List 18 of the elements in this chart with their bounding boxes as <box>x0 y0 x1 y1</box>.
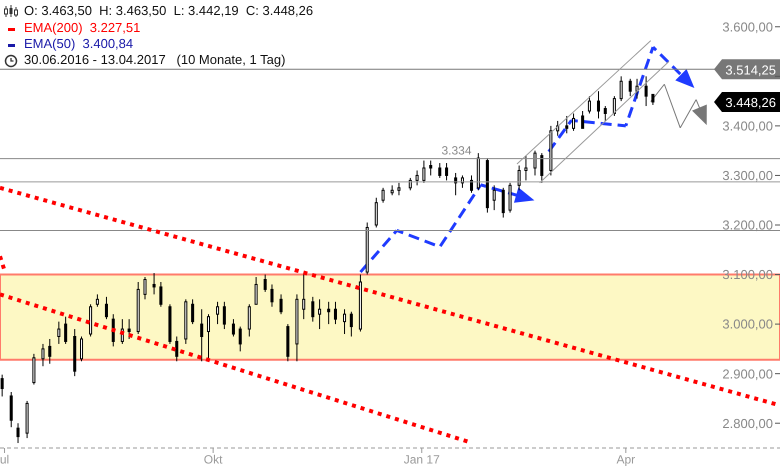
x-tick-label: Apr <box>616 452 636 467</box>
ref-line-label: 3.514,25 <box>725 62 776 78</box>
annotation: EMA(200) 3.227,51 <box>24 20 140 35</box>
y-tick-label: 3.600,00 <box>722 19 773 34</box>
text: 30.06.2016 - 13.04.2017 (10 Monate, 1 Tag) <box>24 52 286 67</box>
annotation: 3.448,26 <box>725 94 776 110</box>
y-tick-label: 3.300,00 <box>722 168 773 184</box>
y-tick-label: 2.900,00 <box>722 366 773 382</box>
y-tick-label: 3.000,00 <box>722 316 773 332</box>
x-tick-label: ul <box>0 452 10 467</box>
chart-title: O: 3.463,50 H: 3.463,50 L: 3.442,19 C: 3.448,26 <box>24 3 314 18</box>
ref-line-label: 3.334 <box>441 144 472 158</box>
y-tick-label: 3.400,00 <box>722 118 773 134</box>
x-tick-label: Okt <box>204 452 224 467</box>
x-tick-label: Jan 17 <box>404 452 440 467</box>
y-tick-label: 2.800,00 <box>722 416 773 431</box>
annotation: EMA(50) 3.400,84 <box>24 36 134 51</box>
y-tick-label: 3.200,00 <box>722 218 773 233</box>
